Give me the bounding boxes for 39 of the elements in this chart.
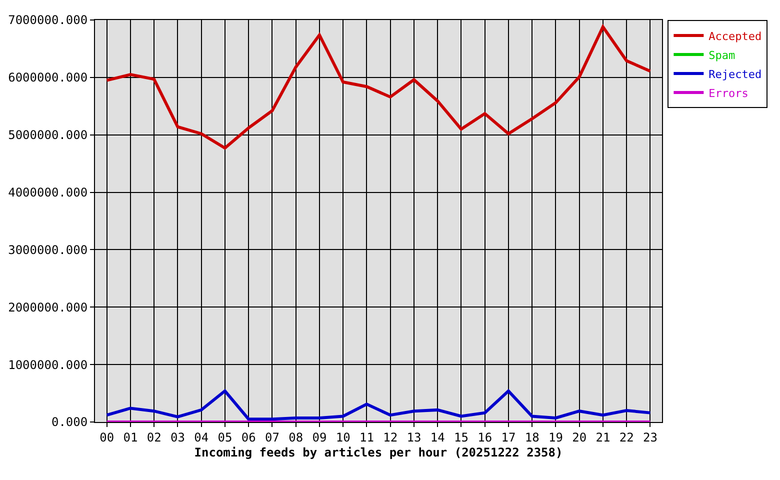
- x-tick-label: 12: [383, 430, 398, 444]
- x-tick-label: 01: [123, 430, 138, 444]
- x-tick-label: 03: [170, 430, 185, 444]
- x-tick-label: 08: [288, 430, 304, 444]
- x-axis-title: Incoming feeds by articles per hour (20251222 2358): [194, 445, 563, 460]
- x-tick-label: 02: [146, 430, 162, 444]
- x-tick-label: 06: [241, 430, 256, 444]
- line-series: [105, 389, 652, 421]
- y-tick-label: 0.000: [51, 415, 88, 430]
- x-tick-label: 11: [359, 430, 374, 444]
- y-tick-label: 5000000.000: [8, 128, 88, 142]
- y-tick-label: 4000000.000: [8, 185, 88, 200]
- x-tick-label: 15: [454, 430, 468, 444]
- x-tick-label: 13: [406, 430, 422, 444]
- legend-label: Errors: [708, 86, 748, 100]
- x-tick-label: 04: [194, 430, 209, 444]
- x-tick-label: 18: [524, 430, 540, 444]
- line-series: [105, 25, 652, 150]
- x-tick-label: 07: [264, 430, 280, 444]
- y-tick-label: 1000000.000: [8, 358, 88, 372]
- x-tick-label: 09: [312, 430, 327, 444]
- y-tick-label: 2000000.000: [8, 300, 88, 314]
- x-tick-label: 14: [430, 430, 445, 444]
- x-tick-label: 19: [548, 430, 563, 444]
- y-tick-label: 3000000.000: [8, 242, 88, 257]
- x-tick-label: 17: [501, 430, 516, 444]
- x-tick-label: 22: [619, 430, 634, 444]
- legend-label: Spam: [708, 48, 736, 62]
- x-tick-label: 00: [100, 430, 114, 444]
- x-tick-label: 21: [596, 430, 610, 444]
- x-tick-label: 10: [336, 430, 350, 444]
- legend-label: Accepted: [708, 30, 762, 43]
- x-tick-label: 20: [572, 430, 587, 444]
- y-tick-label: 6000000.000: [8, 70, 88, 85]
- legend-label: Rejected: [708, 68, 762, 81]
- y-tick-label: 7000000.000: [8, 13, 88, 28]
- x-tick-label: 16: [478, 430, 492, 444]
- x-tick-label: 23: [642, 430, 658, 444]
- x-tick-label: 05: [218, 430, 232, 444]
